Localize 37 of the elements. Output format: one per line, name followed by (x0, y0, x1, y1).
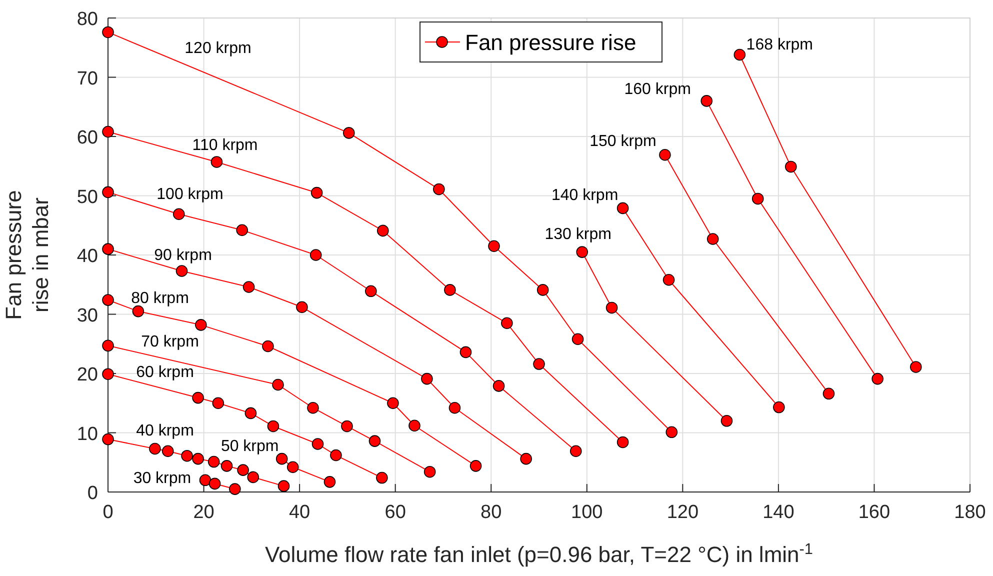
annotation: 100 krpm (156, 186, 224, 204)
y-tick-label: 70 (76, 68, 98, 90)
y-tick-label: 30 (76, 305, 98, 326)
x-tick-label: 80 (480, 502, 502, 523)
x-tick-label: 0 (102, 502, 114, 523)
x-tick-label: 60 (384, 502, 406, 523)
annotation: 70 krpm (141, 334, 199, 351)
legend-label: Fan pressure rise (465, 30, 636, 55)
y-tick-label: 50 (76, 186, 98, 208)
annotation: 50 krpm (220, 438, 279, 455)
x-axis-title: Volume flow rate fan inlet (p=0.96 bar, T=22 °C) in lmin$^{-1}$ (265, 540, 813, 567)
annotation: 130 krpm (544, 226, 612, 244)
x-tick-label: 100 (571, 502, 603, 523)
annotation: 30 krpm (133, 470, 192, 488)
x-tick-label: 180 (954, 502, 986, 523)
y-tick-label: 60 (76, 128, 98, 148)
y-tick-label: 80 (76, 9, 98, 30)
annotation: 80 krpm (131, 290, 189, 308)
annotation: 90 krpm (154, 247, 212, 264)
x-tick-label: 120 (666, 502, 699, 523)
y-tick-label: 40 (76, 246, 98, 267)
y-tick-label: 10 (76, 424, 98, 445)
y-tick-label: 0 (87, 483, 98, 504)
annotation: 160 krpm (624, 80, 691, 98)
annotation: 150 krpm (590, 132, 656, 150)
y-tick-label: 20 (76, 364, 98, 386)
annotation: 120 krpm (184, 40, 252, 58)
y-axis-title: Fan pressure rise in mbar (1, 190, 53, 320)
annotation: 168 krpm (746, 36, 814, 54)
x-tick-label: 40 (288, 502, 310, 523)
annotation: 110 krpm (192, 136, 258, 154)
x-tick-label: 140 (762, 502, 794, 523)
x-tick-label: 160 (858, 502, 890, 523)
annotation: 60 krpm (136, 364, 194, 382)
annotation: 140 krpm (551, 187, 618, 204)
x-tick-label: 20 (193, 502, 214, 523)
annotation: 40 krpm (136, 422, 194, 440)
